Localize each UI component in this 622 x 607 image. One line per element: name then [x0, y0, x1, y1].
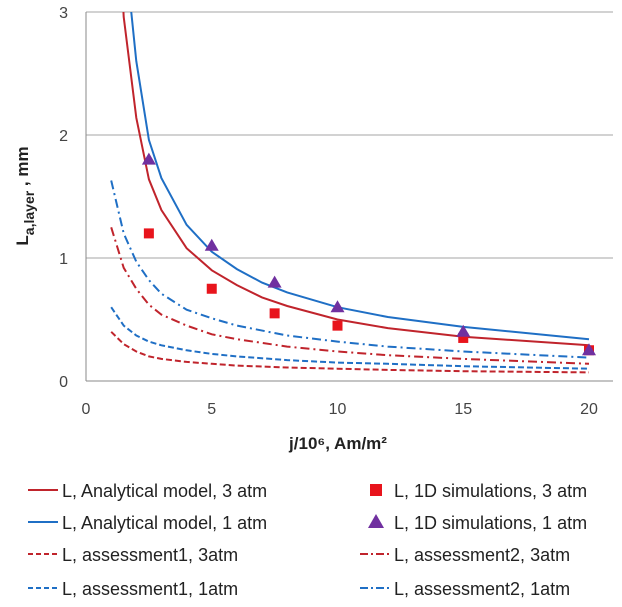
x-tick-label-5: 5 — [207, 401, 216, 418]
x-tick-label-10: 10 — [329, 401, 347, 418]
legend-item-3: L, 1D simulations, 1 atm — [368, 513, 587, 533]
legend-label: L, assessment2, 3atm — [394, 545, 570, 565]
series-line-4 — [110, 306, 590, 370]
y-axis-label-main: L — [13, 235, 32, 245]
marker-triangle-0 — [141, 152, 156, 165]
marker-triangle-3 — [330, 300, 345, 313]
series-line-3 — [110, 227, 590, 365]
y-tick-label-2: 2 — [59, 128, 68, 145]
grid-lines — [86, 11, 613, 259]
legend-label: L, 1D simulations, 1 atm — [394, 513, 587, 533]
marker-square-2 — [269, 308, 280, 319]
marker-triangle-4 — [456, 324, 471, 337]
x-axis-label: j/10⁶, Am/m² — [288, 434, 387, 453]
legend-label: L, 1D simulations, 3 atm — [394, 481, 587, 501]
y-axis-label-unit: , mm — [13, 146, 32, 190]
legend-item-4: L, assessment1, 3atm — [28, 545, 238, 565]
marker-square-0 — [143, 228, 154, 239]
legend-label: L, Analytical model, 1 atm — [62, 513, 267, 533]
series-line-1 — [130, 12, 590, 341]
tick-labels: 0 5 10 15 20 0 1 2 3 — [59, 5, 598, 418]
y-tick-label-1: 1 — [59, 251, 68, 268]
y-tick-label-0: 0 — [59, 374, 68, 391]
legend-item-5: L, assessment2, 3atm — [360, 545, 570, 565]
axes — [85, 12, 613, 382]
legend-item-0: L, Analytical model, 3 atm — [28, 481, 267, 501]
y-tick-label-3: 3 — [59, 5, 68, 22]
legend-label: L, assessment2, 1atm — [394, 579, 570, 599]
legend-swatch-square — [370, 484, 382, 496]
legend-label: L, assessment1, 3atm — [62, 545, 238, 565]
series-line-2 — [110, 331, 590, 374]
series-line-0 — [122, 12, 590, 347]
legend-item-1: L, 1D simulations, 3 atm — [370, 481, 587, 501]
x-tick-label-0: 0 — [82, 401, 91, 418]
marker-triangle-5 — [582, 343, 596, 356]
legend-item-6: L, assessment1, 1atm — [28, 579, 238, 599]
series-line-5 — [110, 180, 590, 359]
markers-layer — [141, 152, 596, 356]
marker-square-3 — [332, 320, 343, 331]
marker-square-1 — [206, 283, 217, 294]
x-tick-label-15: 15 — [454, 401, 472, 418]
legend-swatch-triangle — [368, 514, 384, 528]
legend-item-7: L, assessment2, 1atm — [360, 579, 570, 599]
legend-label: L, assessment1, 1atm — [62, 579, 238, 599]
y-axis-label-sub: a,layer — [21, 190, 37, 235]
x-tick-label-20: 20 — [580, 401, 598, 418]
marker-triangle-2 — [267, 275, 282, 288]
legend-item-2: L, Analytical model, 1 atm — [28, 513, 267, 533]
legend: L, Analytical model, 3 atm L, 1D simulati… — [28, 481, 587, 599]
y-axis-label: La,layer , mm — [13, 146, 37, 245]
marker-square-4 — [458, 332, 469, 343]
legend-label: L, Analytical model, 3 atm — [62, 481, 267, 501]
marker-triangle-1 — [204, 238, 219, 251]
series-layer — [110, 12, 590, 374]
